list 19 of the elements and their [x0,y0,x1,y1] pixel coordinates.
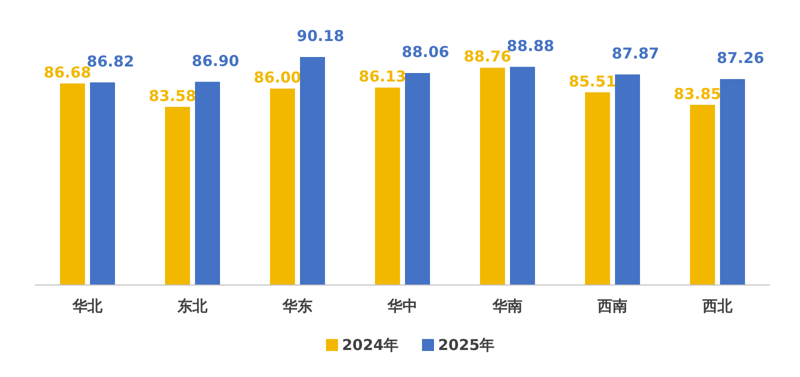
x-tick-label: 西南 [596,297,628,315]
data-label: 86.00 [254,68,302,87]
x-tick-label: 华南 [492,297,522,315]
x-tick-label: 西北 [702,297,734,315]
legend-label: 2025年 [438,336,495,354]
data-label: 85.51 [568,72,616,90]
x-tick-label: 华中 [386,297,418,315]
x-tick-label: 东北 [176,297,208,315]
data-label: 87.87 [612,44,660,62]
data-label: 87.26 [716,49,764,68]
legend-label: 2024年 [342,336,399,354]
x-tick-label: 华东 [282,297,312,315]
x-tick-label: 华北 [72,297,104,315]
data-label: 86.13 [358,68,406,86]
data-label: 86.90 [192,52,240,70]
data-label: 83.58 [148,86,196,105]
data-label: 88.06 [402,43,450,62]
data-label: 90.18 [296,27,344,45]
data-label: 83.85 [674,84,722,103]
